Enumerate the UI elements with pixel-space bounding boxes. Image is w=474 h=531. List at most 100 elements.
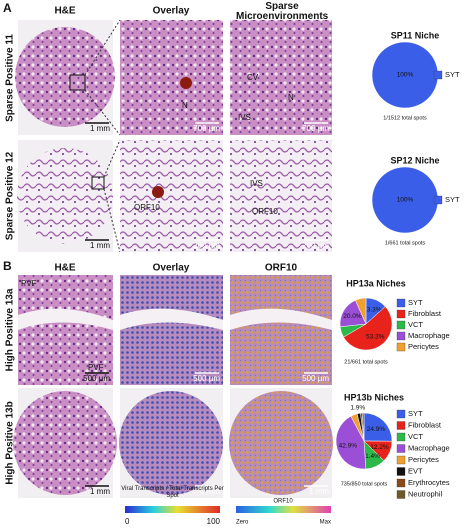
legend-swatch: [396, 467, 406, 476]
row-label: High Positive 13b: [5, 401, 16, 484]
colorbar-title: Viral Transcripts / Total Transcripts Pe…: [121, 486, 224, 499]
row-label: Sparse Positive 12: [5, 151, 16, 240]
legend-swatch: [396, 478, 406, 488]
signal-spot: [180, 77, 192, 89]
row-label: Sparse Positive 11: [5, 34, 16, 122]
annotation: N: [288, 93, 294, 102]
pie-title: HP13a Niches: [346, 278, 406, 288]
panel-a-images: [15, 19, 332, 253]
image: [230, 275, 332, 385]
pie-title: SP12 Niche: [390, 155, 439, 165]
legend-label: VCT: [408, 320, 423, 329]
scale-bar-label: 200 µm: [302, 241, 329, 250]
column-header: Sparse Microenvironments: [236, 1, 329, 22]
panel-label: A: [3, 1, 12, 15]
colorbar-max: 100: [207, 517, 221, 526]
scale-bar-label: 1 mm: [90, 487, 110, 496]
pie-caption: 1/661 total spots: [385, 240, 426, 246]
scale-bar-label: 1 mm: [200, 487, 220, 496]
pie-caption: 1/1512 total spots: [383, 115, 427, 121]
annotation: PVF: [21, 279, 37, 288]
tissue: [17, 148, 113, 244]
column-header: H&E: [54, 263, 75, 274]
legend-swatch: [433, 70, 443, 80]
pie-slice: [355, 297, 367, 325]
legend-label: VCT: [408, 432, 423, 441]
legend-swatch: [396, 331, 406, 341]
pie-caption: 21/661 total spots: [344, 359, 388, 365]
legend-label: Macrophage: [408, 331, 450, 340]
legend-label: Fibroblast: [408, 420, 442, 429]
legend-label: Macrophage: [408, 443, 450, 452]
legend-label: Erythrocytes: [408, 478, 450, 487]
legend-label: SYT: [408, 409, 423, 418]
tissue: [119, 391, 223, 495]
zoom-box: [91, 176, 105, 190]
legend-swatch: [396, 455, 406, 465]
legend-swatch: [396, 309, 406, 319]
legend-swatch: [396, 421, 406, 430]
legend-label: EVT: [408, 466, 423, 475]
legend-label: Neutrophil: [408, 489, 443, 498]
zoom-box: [69, 74, 86, 91]
tissue: [15, 27, 115, 127]
pie-value-label: 11.4%: [362, 453, 380, 460]
tissue-gap: [120, 308, 223, 330]
signal-spot: [152, 186, 164, 198]
annotation: IVS: [250, 179, 263, 188]
row-label: High Positive 13a: [5, 288, 16, 371]
scale-bar-label: 1 mm: [309, 487, 329, 496]
legend-swatch: [396, 444, 406, 453]
column-header: Overlay: [153, 263, 190, 274]
image: [230, 140, 332, 252]
legend-label: Fibroblast: [408, 309, 442, 318]
pie-value-label: 1.9%: [350, 405, 365, 412]
colorbar-min: Zero: [236, 520, 249, 526]
column-header: H&E: [54, 6, 75, 17]
pie-value-label: 13.3%: [363, 306, 382, 313]
pie-title: HP13b Niches: [344, 392, 404, 402]
scale-bar-label: 500 µm: [193, 374, 220, 383]
pie-value-label: 100%: [397, 197, 414, 204]
pie-slice: [361, 412, 365, 442]
legend-swatch: [396, 342, 406, 352]
tissue: [13, 391, 117, 495]
annotation: CV: [247, 73, 259, 82]
panel-label: B: [3, 259, 12, 273]
pie-value-label: 100%: [397, 72, 414, 79]
annotation: IVS: [238, 113, 251, 122]
legend-swatch: [396, 490, 406, 499]
zoom-line: [103, 139, 121, 178]
colorbar: [125, 506, 220, 513]
pie-caption: 735/850 total spots: [341, 481, 388, 487]
scale-bar-label: 200 µm: [193, 241, 220, 250]
image: [120, 20, 223, 135]
pie-value-label: 24.9%: [367, 426, 386, 433]
tissue-gap: [230, 308, 332, 330]
legend-label: Pericytes: [408, 342, 439, 351]
zoom-line: [84, 89, 121, 136]
legend-swatch: [396, 432, 406, 442]
colorbar-title: ORF10: [273, 499, 293, 505]
legend-label: SYT: [445, 195, 460, 204]
legend-swatch: [396, 409, 406, 419]
legend-label: SYT: [445, 70, 460, 79]
pie-title: SP11 Niche: [391, 30, 440, 40]
colorbar: [236, 506, 331, 513]
image: [18, 275, 113, 385]
annotation: ORF10: [252, 207, 278, 216]
legend-swatch: [396, 320, 406, 330]
pie-value-label: 42.9%: [339, 442, 358, 449]
pie-slice: [363, 412, 393, 442]
image: [120, 140, 223, 252]
legend-swatch: [433, 195, 443, 205]
image: [120, 275, 223, 385]
annotation: ORF10: [134, 203, 160, 212]
annotation: N: [182, 101, 188, 110]
scale-bar-label: 1 mm: [90, 241, 110, 250]
colorbar-min: 0: [125, 517, 130, 526]
legend-label: Pericytes: [408, 455, 439, 464]
zoom-line: [103, 188, 121, 253]
